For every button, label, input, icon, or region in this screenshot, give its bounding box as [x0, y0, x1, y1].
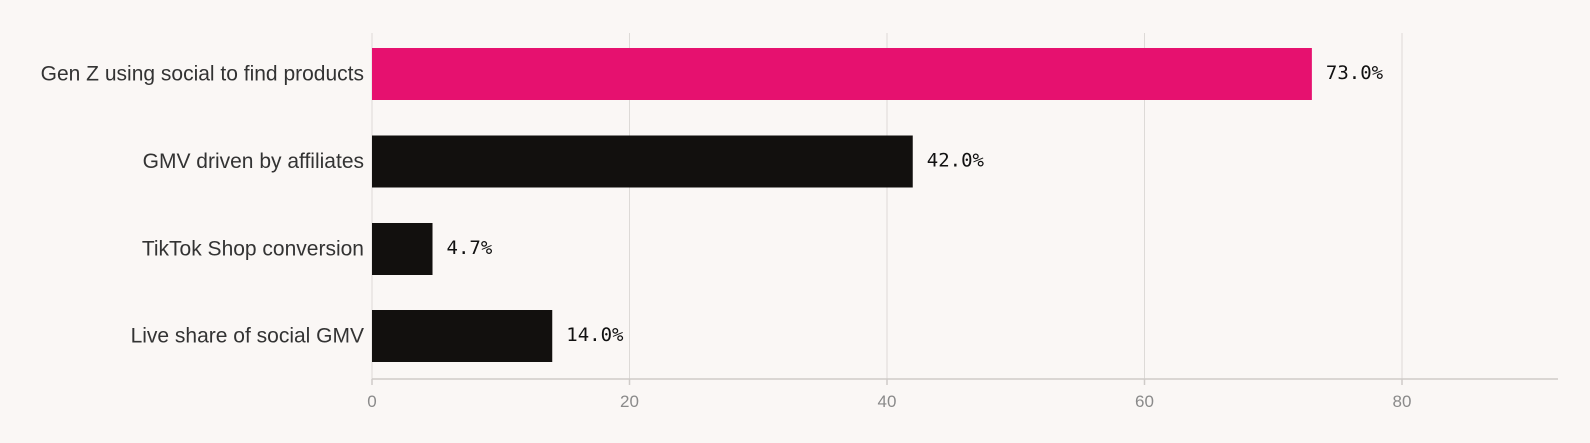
category-label: Gen Z using social to find products: [41, 63, 364, 86]
x-axis: 0 20 40 60 80: [367, 378, 1558, 411]
category-label: GMV driven by affiliates: [143, 150, 364, 173]
x-tick-label: 60: [1135, 392, 1154, 411]
x-tick-label: 80: [1393, 392, 1412, 411]
value-label: 42.0%: [927, 150, 985, 172]
value-labels: 73.0% 42.0% 4.7% 14.0%: [447, 62, 1384, 346]
bar: [372, 48, 1312, 100]
bar: [372, 135, 913, 188]
x-tick-label: 20: [620, 392, 639, 411]
value-label: 4.7%: [447, 237, 493, 259]
category-labels: Gen Z using social to find products GMV d…: [41, 63, 364, 348]
value-label: 73.0%: [1326, 62, 1384, 84]
bars: [372, 48, 1312, 362]
bar: [372, 223, 433, 275]
bar: [372, 310, 553, 362]
category-label: Live share of social GMV: [131, 325, 364, 348]
value-label: 14.0%: [566, 324, 624, 346]
x-tick-label: 0: [367, 392, 376, 411]
x-tick-label: 40: [878, 392, 897, 411]
category-label: TikTok Shop conversion: [142, 238, 364, 261]
